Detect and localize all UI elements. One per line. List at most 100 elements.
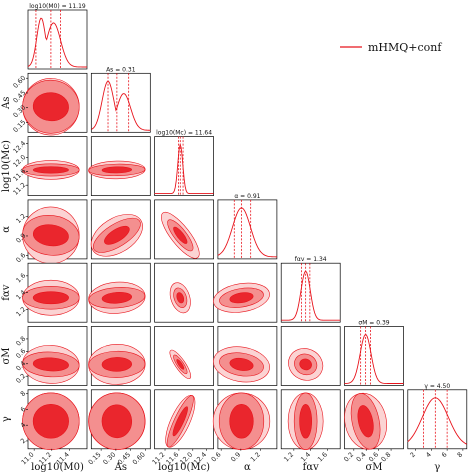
panel-sigmaM-logMc <box>154 326 214 386</box>
y-tick-label: 0.6 <box>14 251 27 264</box>
x-tick-label: 0.9 <box>229 451 242 464</box>
y-tick-label: 1.2 <box>14 305 27 318</box>
panel-title-sigmaM: σM = 0.39 <box>358 320 389 327</box>
x-tick-label: 0.15 <box>87 451 103 467</box>
panel-alpha-logMc <box>154 199 214 260</box>
y-tick-label: 2 <box>19 437 28 446</box>
y-tick-label: 6 <box>19 405 28 414</box>
panel-sigmaM-alpha <box>213 326 278 386</box>
y-axis-label-alpha: α <box>1 226 12 233</box>
marginal-curve <box>154 142 214 195</box>
contour-inner <box>32 403 69 439</box>
panel-logMc-As <box>88 136 151 196</box>
panel-gamma-sigmaM: 0.2 0.4 0.6 0.8σM <box>342 389 404 473</box>
panel-sigmaM-sigmaM: σM = 0.39 <box>344 320 404 386</box>
panel-logM0-logM0: log10(M0) = 11.19 <box>27 3 88 70</box>
marginal-curve <box>217 207 277 258</box>
contour-inner <box>32 92 69 122</box>
x-tick-label: 0.2 <box>342 451 355 464</box>
contour-inner <box>32 357 69 372</box>
y-axis-label-gamma: γ <box>1 416 12 422</box>
y-tick-label: 0.2 <box>14 372 27 385</box>
panel-title-As: As = 0.31 <box>106 66 136 73</box>
panel-alpha-logM0: 0.60.91.2α <box>1 199 88 264</box>
x-axis-label-gamma: γ <box>434 462 440 473</box>
contour-inner <box>357 405 374 438</box>
contour-inner <box>176 359 185 370</box>
marginal-curve <box>91 80 151 131</box>
x-axis-label-logMc: log10(Mc) <box>158 462 210 473</box>
marginal-curve <box>281 270 341 321</box>
panel-fa-logMc <box>154 262 214 323</box>
x-tick-label: 1.2 <box>282 451 295 464</box>
contour-inner <box>32 291 69 305</box>
panel-sigmaM-fa <box>280 326 341 386</box>
x-axis-label-As: As <box>114 462 127 473</box>
contour-inner <box>101 357 133 372</box>
panel-alpha-As <box>90 199 151 260</box>
y-tick-label: 8 <box>19 389 28 398</box>
contour-inner <box>299 403 313 439</box>
y-tick-label: 4 <box>19 421 28 430</box>
contour-inner <box>101 166 133 174</box>
contour-inner <box>173 226 188 244</box>
panel-logMc-logMc: log10(Mc) = 11.64 <box>154 130 214 196</box>
y-axis-label-fa: fαv <box>1 284 12 300</box>
y-tick-label: 11.2 <box>12 181 28 197</box>
panel-title-logMc: log10(Mc) = 11.64 <box>156 130 212 137</box>
contour-inner <box>229 292 254 304</box>
y-axis-label-As: As <box>1 97 12 110</box>
contour-inner <box>104 225 130 245</box>
y-axis-label-sigmaM: σM <box>1 347 12 364</box>
x-axis-label-logM0: log10(M0) <box>31 462 84 473</box>
panel-title-fa: fαv = 1.34 <box>295 256 327 263</box>
panel-frame <box>154 326 214 386</box>
y-axis-label-logMc: log10(Mc) <box>1 140 12 192</box>
panel-fa-alpha <box>213 262 278 323</box>
contour-inner <box>32 224 69 247</box>
marginal-curve <box>407 397 468 445</box>
contour-inner <box>172 406 188 437</box>
contour-inner <box>176 292 185 304</box>
legend: mHMQ+conf <box>340 41 442 54</box>
panel-title-alpha: α = 0.91 <box>234 193 260 200</box>
panel-frame <box>27 9 88 70</box>
panel-sigmaM-logM0: 0.20.40.60.8σM <box>1 326 88 386</box>
x-tick-label: 1.2 <box>249 451 262 464</box>
x-axis-label-sigmaM: σM <box>365 462 382 473</box>
contour-inner <box>101 291 132 304</box>
contour-inner <box>32 166 69 174</box>
panel-fa-As <box>88 262 151 323</box>
panel-frame <box>217 199 278 260</box>
x-tick-label: 8 <box>456 451 465 460</box>
y-tick-label: 0.8 <box>14 335 27 348</box>
marginal-curve <box>27 17 87 68</box>
contour-inner <box>229 403 254 439</box>
y-tick-label: 0.60 <box>12 74 28 90</box>
x-tick-label: 2 <box>408 451 417 460</box>
panel-frame <box>344 326 404 386</box>
panel-title-gamma: γ = 4.50 <box>424 383 450 390</box>
y-tick-label: 1.6 <box>14 272 27 285</box>
panel-alpha-alpha: α = 0.91 <box>217 193 278 260</box>
panel-frame <box>154 136 214 196</box>
panel-frame <box>90 72 151 133</box>
contour-inner <box>101 404 133 439</box>
x-tick-label: 6 <box>440 451 449 460</box>
y-tick-label: 0.15 <box>12 118 28 134</box>
y-tick-label: 12.4 <box>12 139 28 155</box>
x-axis-label-fa: fαv <box>303 462 319 473</box>
x-tick-label: 0.60 <box>131 451 147 467</box>
contour-inner <box>299 358 312 371</box>
x-axis-label-alpha: α <box>244 462 251 473</box>
